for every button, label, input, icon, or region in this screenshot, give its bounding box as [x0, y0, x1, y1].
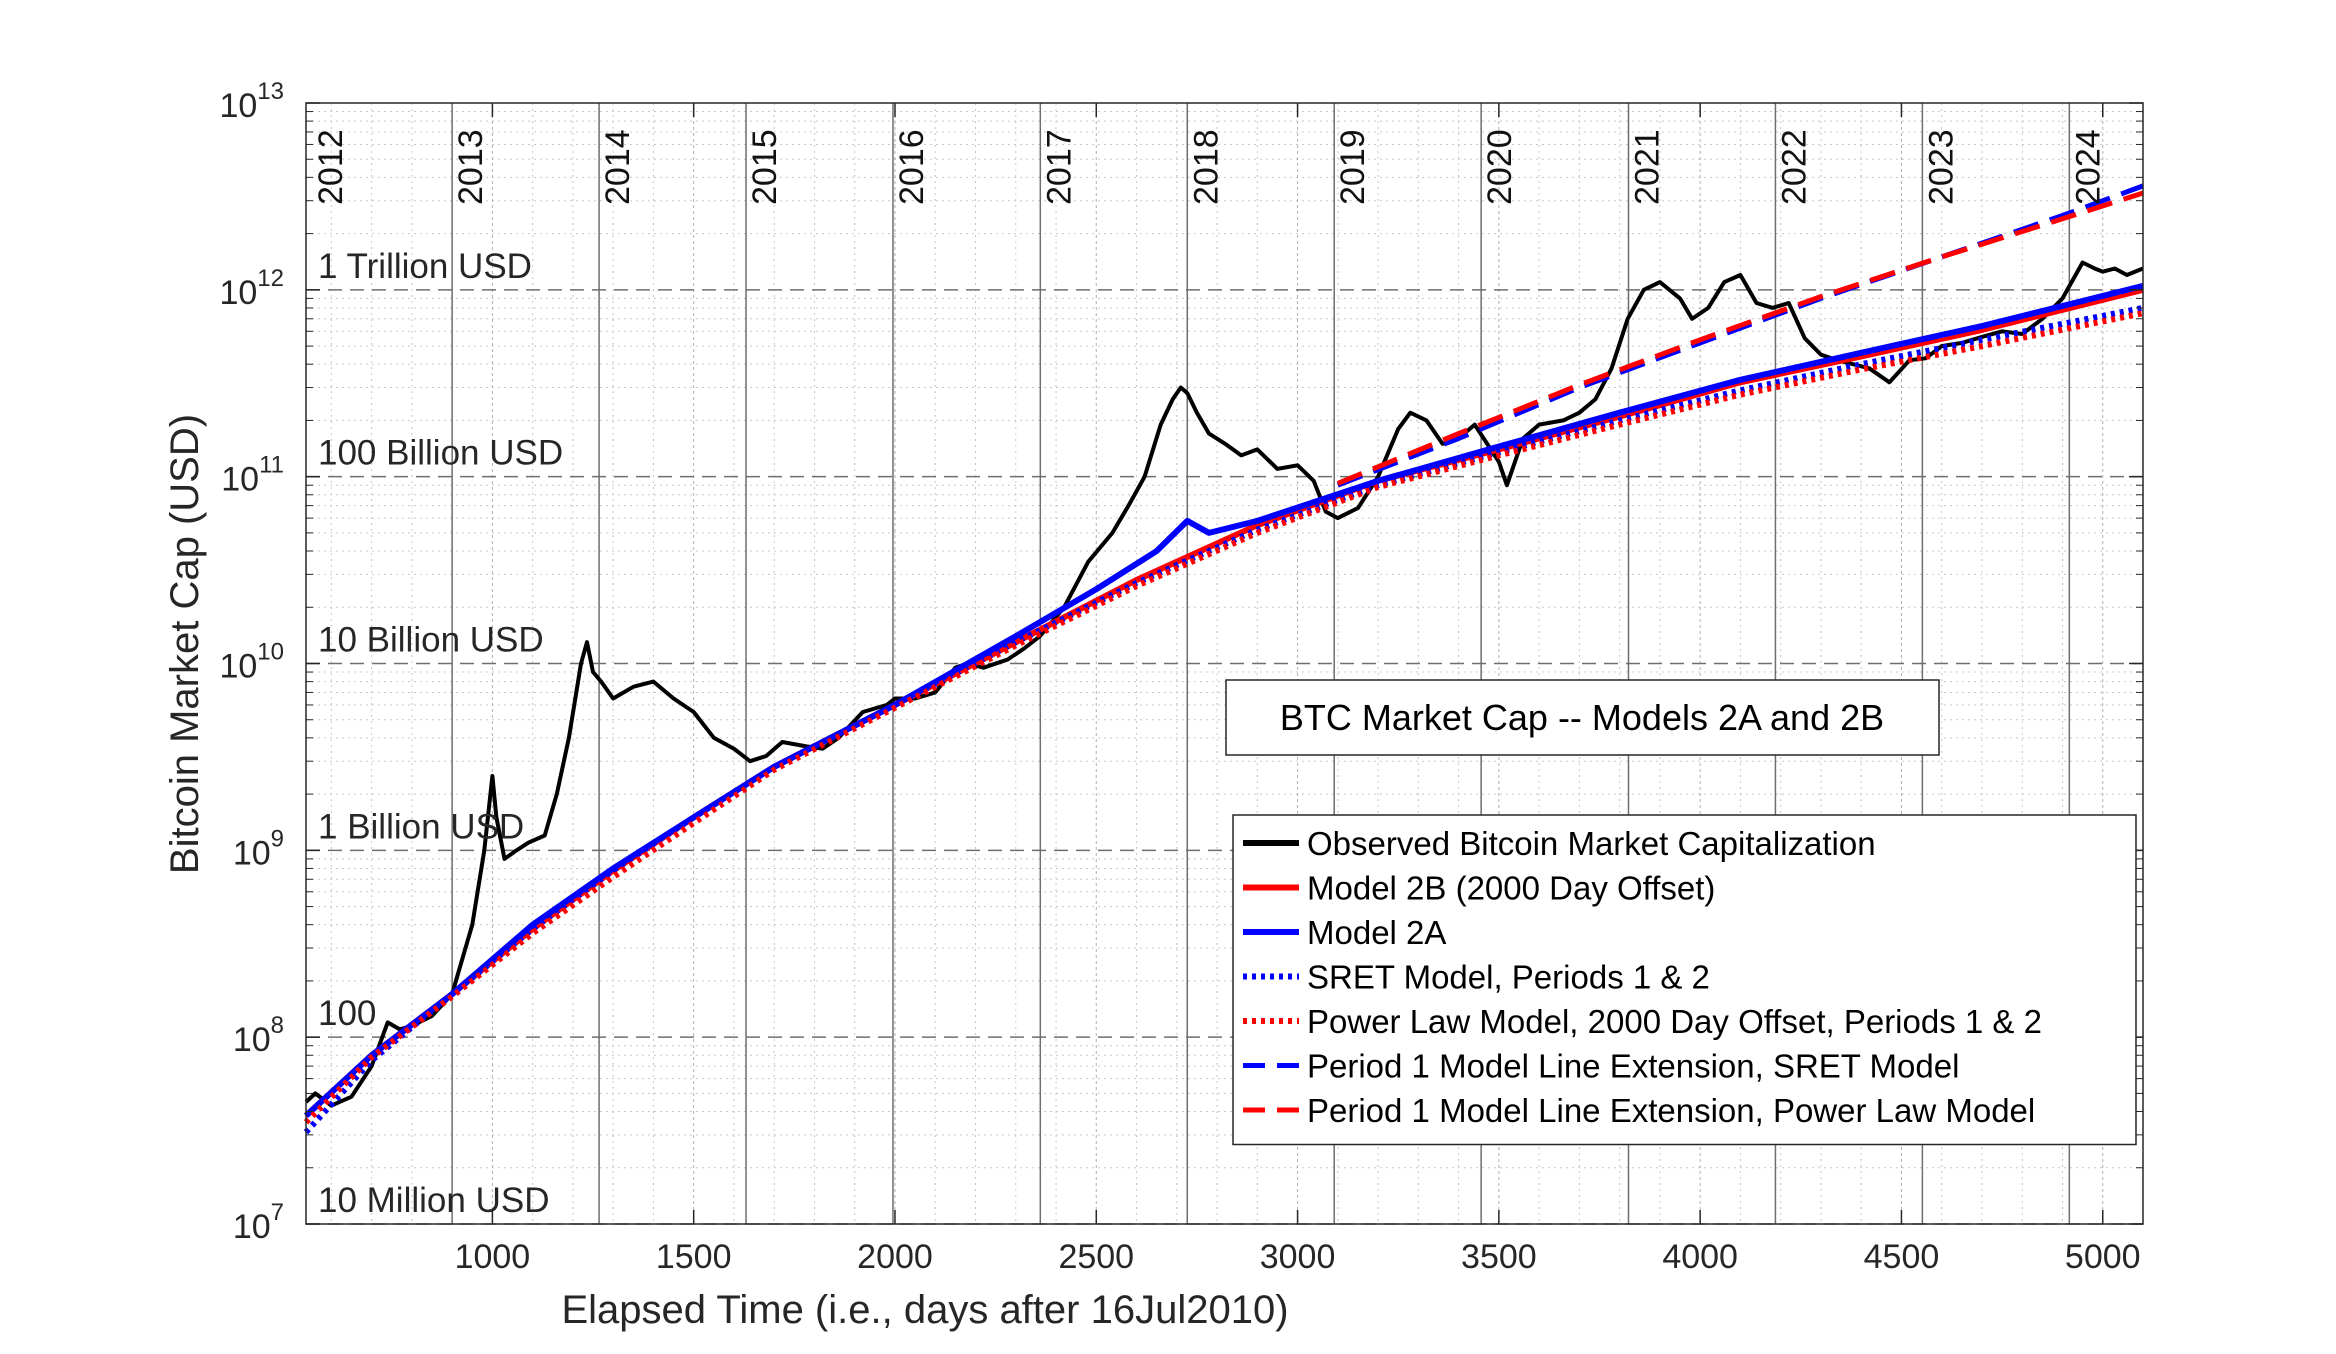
y-tick-exponent: 7: [271, 1199, 284, 1226]
y-tick-base: 10: [233, 1208, 271, 1246]
y-tick-exponent: 12: [257, 265, 284, 292]
year-label: 2018: [1187, 129, 1225, 205]
legend-entry: Period 1 Model Line Extension, Power Law…: [1307, 1092, 2035, 1129]
year-label: 2015: [746, 129, 784, 205]
year-label: 2024: [2069, 129, 2107, 205]
x-tick-label: 4500: [1864, 1238, 1940, 1276]
series-line-6: [1336, 190, 2144, 486]
y-tick-base: 10: [219, 648, 257, 686]
x-tick-label: 3000: [1260, 1238, 1336, 1276]
y-tick-label: 109: [233, 825, 284, 872]
reference-label: 1 Billion USD: [318, 807, 524, 846]
reference-label: 10 Billion USD: [318, 621, 544, 660]
year-label: 2022: [1775, 129, 1813, 205]
legend-entry: Period 1 Model Line Extension, SRET Mode…: [1307, 1048, 1959, 1085]
x-tick-label: 2000: [857, 1238, 933, 1276]
legend-entry: Observed Bitcoin Market Capitalization: [1307, 825, 1876, 862]
legend-entry: Model 2B (2000 Day Offset): [1307, 870, 1715, 907]
y-tick-exponent: 8: [271, 1012, 284, 1039]
reference-label: 100 Billion USD: [318, 434, 563, 473]
y-tick-base: 10: [219, 274, 257, 312]
year-label: 2019: [1334, 129, 1372, 205]
x-tick-label: 1000: [455, 1238, 531, 1276]
x-axis-label: Elapsed Time (i.e., days after 16Jul2010…: [561, 1288, 1288, 1332]
x-tick-label: 5000: [2065, 1238, 2141, 1276]
x-tick-label: 1500: [656, 1238, 732, 1276]
reference-labels: 10 Million USD 100 1 Billion USD 10 Billion…: [318, 247, 563, 1220]
y-tick-label: 1013: [219, 78, 284, 125]
series-line-4: [303, 310, 2144, 1125]
year-label: 2014: [599, 129, 637, 205]
year-label: 2023: [1922, 129, 1960, 205]
year-label: 2012: [312, 129, 350, 205]
chart-title: BTC Market Cap -- Models 2A and 2B: [1280, 697, 1884, 738]
legend: Observed Bitcoin Market Capitalization Mo…: [1232, 814, 2137, 1146]
year-label: 2017: [1040, 129, 1078, 205]
reference-label: 10 Million USD: [318, 1181, 549, 1220]
chart-title-frame: [1225, 679, 1940, 756]
y-tick-exponent: 11: [259, 452, 284, 479]
reference-label: 1 Trillion USD: [318, 247, 532, 286]
chart-title-box: BTC Market Cap -- Models 2A and 2B: [1225, 679, 1940, 756]
year-label: 2016: [893, 129, 931, 205]
y-axis-label: Bitcoin Market Cap (USD): [163, 414, 207, 874]
x-tick-label: 3500: [1461, 1238, 1537, 1276]
series-line-3: [303, 304, 2144, 1135]
y-tick-label: 1012: [219, 265, 284, 312]
x-axis-ticks: 1000 1500 2000 2500 3000 3500 4000 4500 5000: [455, 103, 2141, 1276]
legend-entry: Model 2A: [1307, 914, 1446, 951]
y-tick-exponent: 9: [271, 825, 284, 852]
y-tick-label: 1010: [219, 639, 284, 686]
legend-frame: [1232, 814, 2137, 1146]
x-tick-label: 2500: [1058, 1238, 1134, 1276]
year-label: 2013: [452, 129, 490, 205]
y-tick-label: 107: [233, 1199, 284, 1246]
y-tick-base: 10: [233, 1021, 271, 1059]
year-label: 2020: [1481, 129, 1519, 205]
y-tick-base: 10: [219, 87, 257, 125]
year-label: 2021: [1628, 129, 1666, 205]
year-labels: 2012 2013 2014 2015 2016 2017 2018 2019 2020 2021…: [312, 129, 2107, 205]
legend-entry: Power Law Model, 2000 Day Offset, Period…: [1307, 1003, 2042, 1040]
series-layer: [303, 183, 2144, 1135]
y-tick-label: 108: [233, 1012, 284, 1059]
y-tick-base: 10: [233, 834, 271, 872]
y-tick-label: 1011: [221, 452, 284, 499]
legend-entry: SRET Model, Periods 1 & 2: [1307, 959, 1710, 996]
series-line-2: [303, 282, 2144, 1118]
y-tick-exponent: 13: [257, 78, 284, 105]
series-line-0: [304, 260, 2144, 1108]
y-tick-exponent: 10: [257, 639, 284, 666]
x-tick-label: 4000: [1662, 1238, 1738, 1276]
y-tick-base: 10: [221, 461, 259, 499]
reference-label: 100: [318, 994, 376, 1033]
